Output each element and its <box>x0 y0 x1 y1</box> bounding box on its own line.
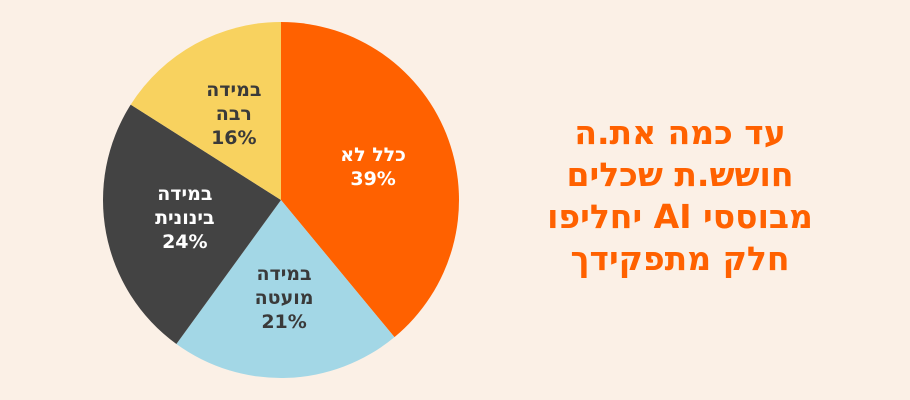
category-label: במידה רבה <box>206 79 262 126</box>
slice-label: כלל לא 39% <box>333 143 413 191</box>
value-label: 16% <box>211 127 257 150</box>
slice-label: במידה מועטה 21% <box>244 262 324 334</box>
slice-label: במידה בינונית 24% <box>145 182 225 254</box>
category-label: במידה בינונית <box>155 183 215 230</box>
pie-slice <box>102 104 281 345</box>
pie-slice <box>130 22 281 200</box>
pie-slice <box>176 200 395 378</box>
slice-label: במידה רבה 16% <box>194 78 274 150</box>
value-label: 21% <box>261 310 307 333</box>
value-label: 39% <box>350 167 396 190</box>
category-label: במידה מועטה <box>254 262 314 309</box>
pie-slice <box>281 22 459 338</box>
chart-title: עד כמה את.ה חושש.ת שכלים מבוססי AI יחליפ… <box>547 113 813 278</box>
value-label: 24% <box>162 231 208 254</box>
category-label: כלל לא <box>340 143 406 166</box>
